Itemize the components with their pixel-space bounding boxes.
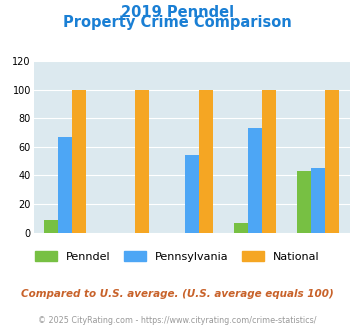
Bar	[262, 90, 276, 233]
Text: Compared to U.S. average. (U.S. average equals 100): Compared to U.S. average. (U.S. average …	[21, 289, 334, 299]
Bar	[185, 155, 199, 233]
Bar	[297, 171, 311, 233]
Bar	[234, 223, 248, 233]
Bar	[325, 90, 339, 233]
Bar	[136, 90, 149, 233]
Bar	[44, 220, 58, 233]
Bar	[248, 128, 262, 233]
Bar	[199, 90, 213, 233]
Bar	[72, 90, 86, 233]
Text: 2019 Penndel: 2019 Penndel	[121, 5, 234, 20]
Text: © 2025 CityRating.com - https://www.cityrating.com/crime-statistics/: © 2025 CityRating.com - https://www.city…	[38, 316, 317, 325]
Bar	[311, 168, 325, 233]
Text: Property Crime Comparison: Property Crime Comparison	[63, 15, 292, 30]
Bar	[58, 137, 72, 233]
Legend: Penndel, Pennsylvania, National: Penndel, Pennsylvania, National	[35, 251, 320, 262]
